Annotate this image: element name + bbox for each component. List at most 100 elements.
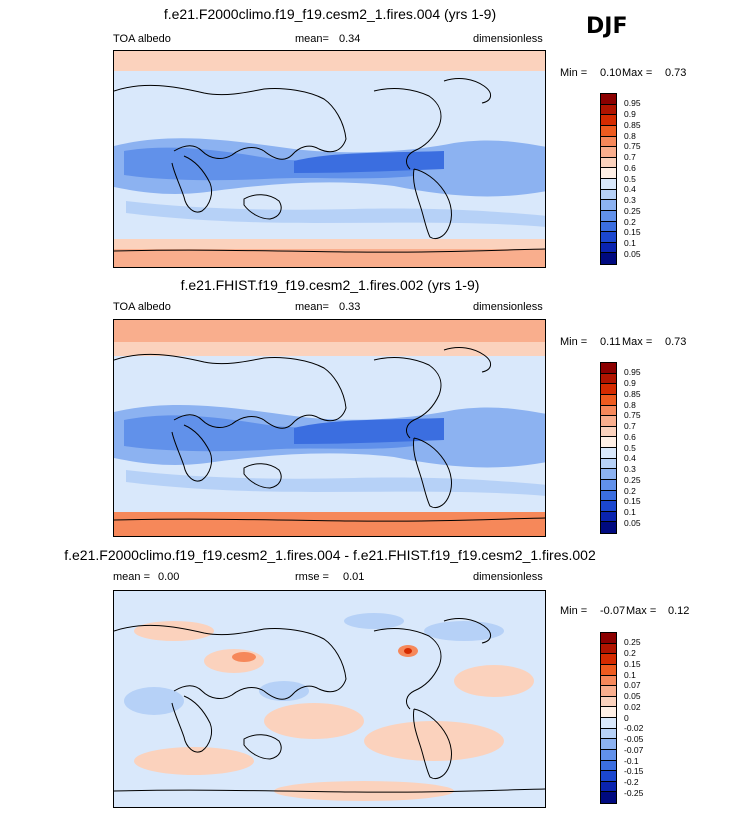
colorbar-swatch [601,136,616,148]
colorbar-swatch [601,448,616,459]
colorbar-tick-label: -0.1 [624,755,639,766]
colorbar-tick-label: 0.6 [624,431,636,442]
panel3-map-svg [114,591,545,807]
colorbar-swatch [601,718,616,729]
colorbar-swatch [601,675,616,687]
panel3-colorbar [600,632,617,804]
panel2-units: dimensionless [473,301,543,313]
colorbar-tick-label: 0.95 [624,367,641,378]
colorbar-swatch [601,792,616,803]
colorbar-tick-label: 0.1 [624,238,636,248]
panel3-mean-value: 0.00 [158,571,180,583]
colorbar-swatch [601,633,616,644]
colorbar-swatch [601,115,616,126]
colorbar-tick-label: 0.75 [624,410,641,421]
colorbar-tick-label: 0.5 [624,442,636,453]
colorbar-tick-label: -0.2 [624,777,639,787]
colorbar-tick-label: 0.9 [624,378,636,388]
panel2-min-value: 0.11 [600,336,621,348]
colorbar-tick-label: 0.2 [624,648,636,658]
colorbar-tick-label: 0.75 [624,141,641,152]
colorbar-tick-label: 0.15 [624,496,641,507]
panel3-rmse-value: 0.01 [343,571,365,583]
colorbar-swatch [601,242,616,254]
colorbar-swatch [601,94,616,105]
colorbar-swatch [601,384,616,395]
colorbar-tick-label: 0.95 [624,98,641,109]
colorbar-swatch [601,479,616,491]
panel2-max-value: 0.73 [665,336,687,348]
colorbar-swatch [601,394,616,406]
colorbar-swatch [601,157,616,169]
panel2-max-label: Max = [622,336,653,348]
colorbar-tick-label: 0.15 [624,227,641,238]
colorbar-swatch [601,104,616,116]
colorbar-swatch [601,469,616,480]
panel3-units: dimensionless [473,571,543,583]
colorbar-swatch [601,654,616,665]
colorbar-tick-label: -0.15 [624,766,644,777]
colorbar-swatch [601,728,616,740]
colorbar-tick-label: 0.1 [624,507,636,517]
colorbar-tick-label: 0.7 [624,421,636,431]
colorbar-tick-label: 0.2 [624,216,636,227]
panel3-max-value: 0.12 [668,605,690,617]
panel3-colorbar-labels: 0.25 0.2 0.15 0.1 0.07 0.05 0.02 0 -0.02 -0.05 -0.… [624,632,684,804]
panel3-min-value: -0.07 [600,605,626,617]
colorbar-tick-label: 0.3 [624,464,636,474]
colorbar-swatch [601,522,616,533]
colorbar-swatch [601,686,616,697]
colorbar-swatch [601,511,616,523]
colorbar-swatch [601,363,616,374]
colorbar-tick-label: 0.8 [624,399,636,410]
panel1-variable-label: TOA albedo [113,33,171,45]
colorbar-tick-label: 0.4 [624,184,636,195]
panel3-rmse-label: rmse = [295,571,329,583]
colorbar-swatch [601,221,616,233]
colorbar-swatch [601,253,616,264]
panel2-min-label: Min = [560,336,588,348]
colorbar-tick-label: -0.05 [624,734,644,744]
colorbar-swatch [601,458,616,470]
colorbar-tick-label: 0.5 [624,173,636,184]
colorbar-swatch [601,707,616,718]
panel2-mean-label: mean= [295,301,329,313]
colorbar-swatch [601,781,616,793]
colorbar-tick-label: -0.25 [624,787,644,798]
colorbar-swatch [601,490,616,502]
colorbar-swatch [601,147,616,158]
panel2-map-svg [114,320,545,536]
colorbar-swatch [601,437,616,448]
colorbar-swatch [601,749,616,761]
colorbar-tick-label: -0.02 [624,723,644,734]
panel1-mean-value: 0.34 [339,33,361,45]
panel1-mean-label: mean= [295,33,329,45]
panel1-colorbar-labels: 0.95 0.9 0.85 0.8 0.75 0.7 0.6 0.5 0.4 0.3 0.25 0.2… [624,93,684,265]
colorbar-tick-label: 0.05 [624,691,641,701]
colorbar-swatch [601,501,616,512]
colorbar-swatch [601,168,616,179]
colorbar-swatch [601,739,616,750]
panel1-max-value: 0.73 [665,67,687,79]
colorbar-swatch [601,643,616,655]
colorbar-tick-label: 0.25 [624,474,641,485]
panel1-min-value: 0.10 [600,67,622,79]
colorbar-tick-label: 0.4 [624,453,636,464]
panel1-min-label: Min = [560,67,588,79]
colorbar-tick-label: 0.25 [624,637,641,648]
panel1-map-svg [114,51,545,267]
colorbar-swatch [601,125,616,137]
panel3-title: f.e21.F2000climo.f19_f19.cesm2_1.fires.0… [64,547,596,563]
panel1-colorbar [600,93,617,265]
colorbar-swatch [601,189,616,201]
panel3-min-label: Min = [560,605,588,617]
colorbar-swatch [601,200,616,211]
colorbar-swatch [601,771,616,782]
colorbar-swatch [601,696,616,708]
panel3-max-label: Max = [626,605,657,617]
panel1-title: f.e21.F2000climo.f19_f19.cesm2_1.fires.0… [163,6,497,22]
colorbar-tick-label: 0.05 [624,248,641,259]
panel2-map [113,319,546,537]
colorbar-tick-label: 0.7 [624,152,636,162]
colorbar-swatch [601,664,616,676]
